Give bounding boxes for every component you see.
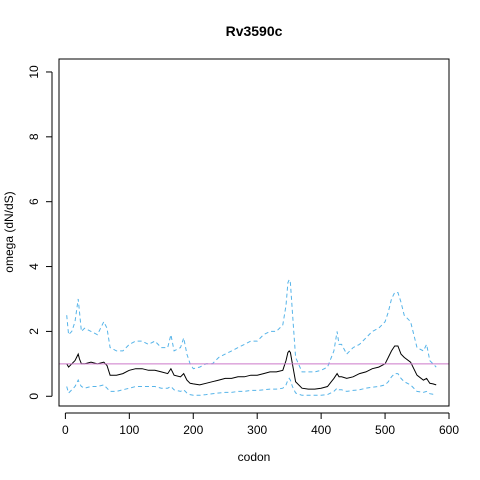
y-tick-label: 0 xyxy=(27,393,41,400)
y-tick-label: 10 xyxy=(27,65,41,79)
x-tick-label: 100 xyxy=(119,423,139,437)
omega-line xyxy=(66,345,437,390)
y-tick-label: 8 xyxy=(27,133,41,140)
x-axis-label: codon xyxy=(238,450,271,464)
x-tick-label: 200 xyxy=(183,423,203,437)
x-tick-label: 0 xyxy=(62,423,69,437)
y-tick-label: 2 xyxy=(27,328,41,335)
upper-line xyxy=(66,278,437,373)
x-axis: 0 100 200 300 400 500 600 xyxy=(62,412,459,437)
x-tick-label: 500 xyxy=(375,423,395,437)
x-tick-label: 300 xyxy=(247,423,267,437)
plot-frame xyxy=(58,58,450,407)
lower-line xyxy=(66,373,437,396)
x-tick-label: 400 xyxy=(311,423,331,437)
chart-title: Rv3590c xyxy=(226,23,283,39)
x-tick-label: 600 xyxy=(439,423,459,437)
y-tick-label: 4 xyxy=(27,263,41,270)
y-tick-label: 6 xyxy=(27,198,41,205)
y-axis-label: omega (dN/dS) xyxy=(2,191,16,272)
y-axis: 0 2 4 6 8 10 xyxy=(27,65,53,400)
plot-area xyxy=(59,278,449,396)
